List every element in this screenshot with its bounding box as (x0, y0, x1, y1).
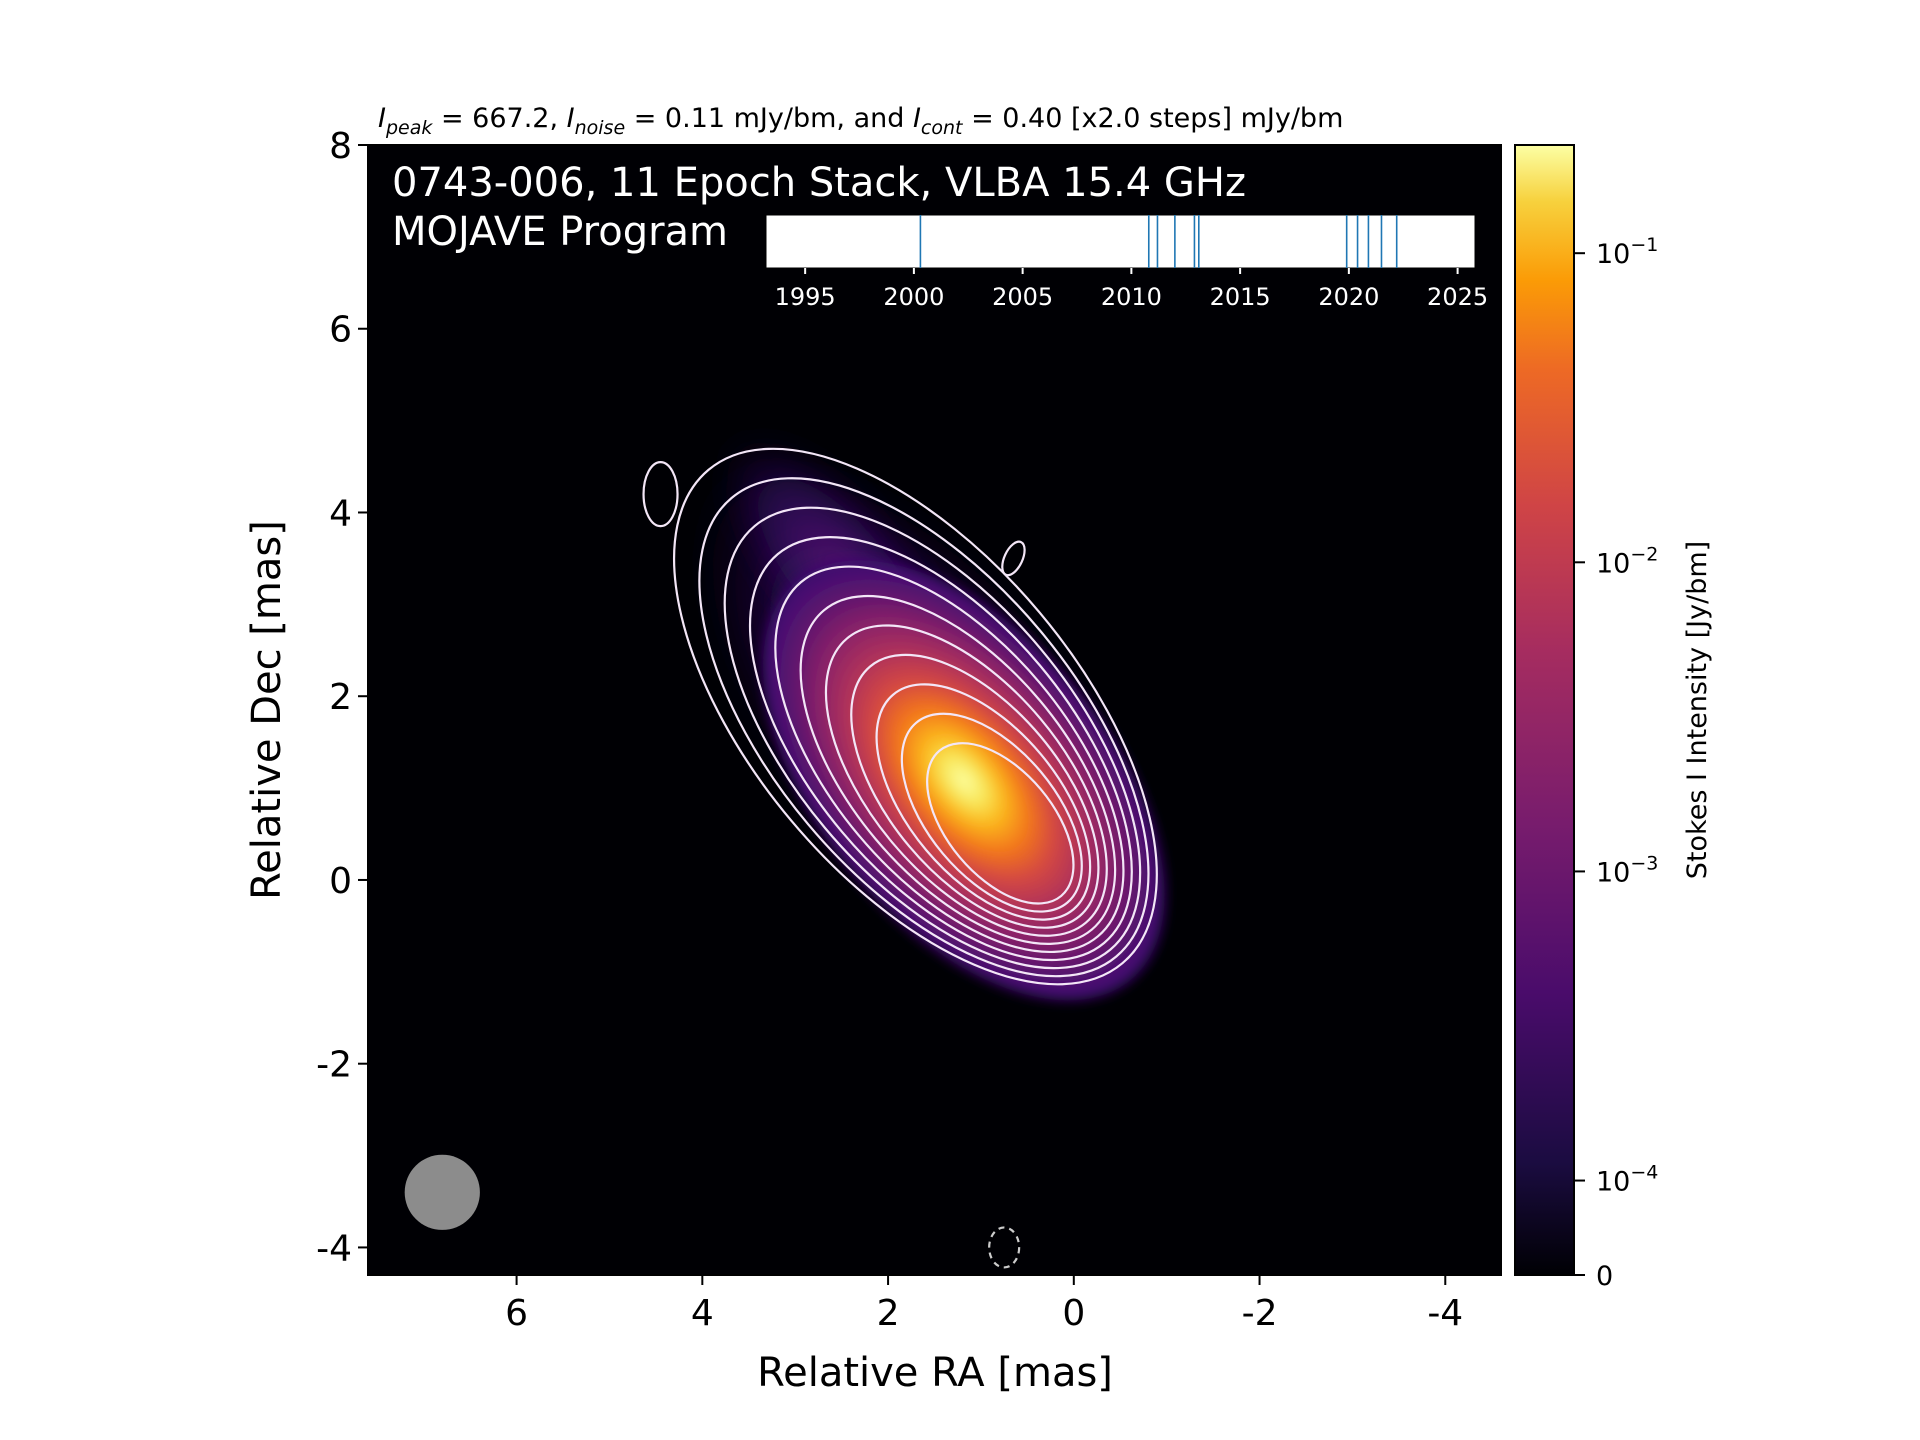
contour-level (723, 506, 1142, 970)
y-tick-label: 0 (329, 861, 352, 902)
map-statistics-header: Ipeak = 667.2, Inoise = 0.11 mJy/bm, and… (378, 103, 1343, 139)
intensity-map: 0743-006, 11 Epoch Stack, VLBA 15.4 GHz … (367, 144, 1502, 1276)
x-tick-label: -2 (1242, 1293, 1278, 1334)
timeline-tick-label: 2000 (883, 283, 944, 311)
x-tick-label: -4 (1427, 1293, 1463, 1334)
y-tick-label: 8 (329, 126, 352, 167)
x-axis: 6 4 2 0 -2 -4 (505, 1275, 1463, 1334)
y-axis: 8 6 4 2 0 -2 -4 (316, 126, 368, 1269)
x-tick-label: 4 (691, 1293, 714, 1334)
colorbar-tick-label: 0 (1596, 1261, 1613, 1292)
y-tick-label: 4 (329, 493, 352, 534)
contour-level (748, 536, 1133, 962)
map-title-line1: 0743-006, 11 Epoch Stack, VLBA 15.4 GHz (392, 160, 1246, 206)
y-tick-label: -4 (316, 1228, 352, 1269)
colorbar-tick-label: 10−1 (1596, 234, 1658, 270)
colorbar: 10−1 10−2 10−3 10−4 0 Stokes I Intensity [Jy… (1514, 144, 1713, 1292)
contour-level (900, 712, 1083, 913)
beam (404, 1154, 480, 1230)
timeline-tick-label: 2010 (1101, 283, 1162, 311)
timeline-tick-label: 2020 (1318, 283, 1379, 311)
map-frame (367, 144, 1502, 1276)
contour-island (642, 461, 679, 528)
contour-lines (642, 447, 1158, 1269)
contour-level (673, 447, 1158, 986)
colorbar-label: Stokes I Intensity [Jy/bm] (1682, 541, 1713, 879)
contour-level (799, 594, 1117, 945)
x-tick-label: 2 (877, 1293, 900, 1334)
beam-ellipse (404, 1154, 480, 1230)
colorbar-tick-label: 10−4 (1596, 1162, 1658, 1198)
y-axis-label: Relative Dec [mas] (244, 520, 290, 900)
negative-contour (988, 1226, 1021, 1269)
colorbar-tick-label: 10−2 (1596, 543, 1658, 579)
contour-level (926, 742, 1075, 905)
contour-level (824, 624, 1108, 937)
epoch-timeline: 1995 2000 2005 2010 2015 2020 2025 (765, 214, 1488, 311)
contour-island (1001, 540, 1026, 577)
y-tick-label: -2 (316, 1045, 352, 1086)
x-tick-label: 0 (1062, 1293, 1085, 1334)
colorbar-gradient (1514, 144, 1575, 1276)
contour-level (850, 653, 1100, 929)
core-emission (763, 560, 1165, 1001)
y-tick-label: 2 (329, 677, 352, 718)
contour-level (698, 477, 1150, 978)
contour-level (774, 565, 1125, 954)
map-title-line2: MOJAVE Program (392, 209, 728, 255)
timeline-tick-label: 2005 (992, 283, 1053, 311)
y-tick-label: 6 (329, 310, 352, 351)
timeline-tick-label: 2025 (1427, 283, 1488, 311)
jet-emission (763, 560, 1165, 1001)
timeline-tick-label: 2015 (1210, 283, 1271, 311)
x-tick-label: 6 (505, 1293, 528, 1334)
contour-level (875, 683, 1092, 921)
colorbar-tick-label: 10−3 (1596, 852, 1658, 888)
x-axis-label: Relative RA [mas] (757, 1350, 1113, 1396)
timeline-tick-label: 1995 (775, 283, 836, 311)
